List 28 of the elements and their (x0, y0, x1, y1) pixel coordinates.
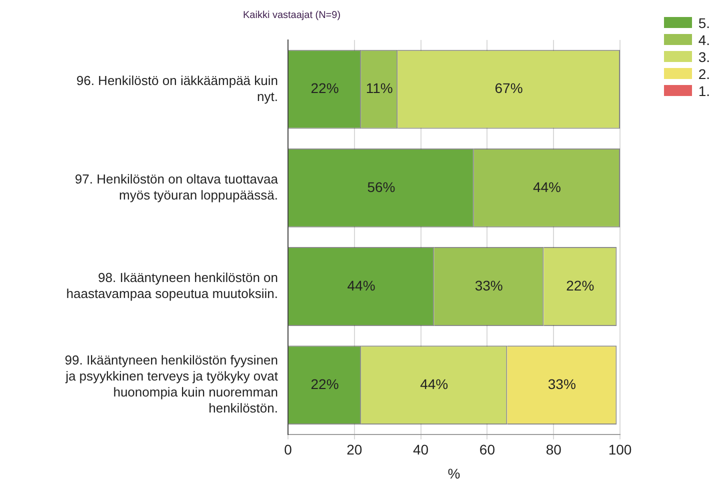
data-label: 44% (347, 277, 376, 294)
y-tick-label: 96. Henkilöstö on iäkkäämpää kuin nyt. (76, 72, 278, 104)
data-label: 44% (420, 376, 448, 392)
chart-title: Kaikki vastaajat (N=9) (243, 10, 341, 21)
legend-label: 4. (698, 32, 710, 48)
data-label: 33% (548, 376, 576, 392)
x-axis-title: % (448, 465, 460, 482)
data-label: 56% (367, 178, 396, 195)
x-tick-label: 20 (346, 442, 362, 458)
x-tick-label: 60 (479, 442, 496, 458)
data-label: 22% (310, 80, 339, 96)
data-label: 11% (366, 80, 393, 96)
legend-label: 2. (698, 66, 710, 82)
data-label: 44% (532, 178, 561, 195)
x-tick-label: 100 (608, 442, 632, 458)
legend-label: 3. (698, 48, 710, 64)
data-label: 33% (474, 277, 503, 294)
x-tick-label: 80 (546, 442, 562, 458)
data-label: 22% (310, 376, 339, 392)
legend-label: 1. (698, 82, 710, 98)
y-tick-label: 97. Henkilöstön on oltava tuottavaa myös työuran loppupäässä. (74, 171, 279, 202)
y-tick-label: 98. Ikääntyneen henkilöstön on haastavampaa sopeutua muutoksiin. (66, 270, 278, 302)
x-tick-label: 40 (413, 442, 429, 458)
y-tick-label: 99. Ikääntyneen henkilöstön fyysinen ja psyykkinen terveys ja työkyky ovat huonompia kuin nuoremman henkilöstön. (64, 352, 278, 416)
data-label: 67% (494, 80, 523, 96)
legend-label: 5. (698, 14, 710, 30)
data-label: 22% (566, 277, 594, 294)
x-tick-label: 0 (284, 442, 292, 458)
